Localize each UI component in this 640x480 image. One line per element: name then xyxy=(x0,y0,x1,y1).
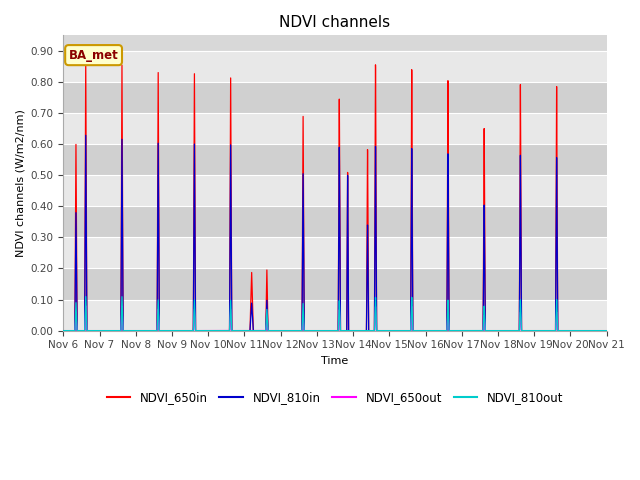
Bar xyxy=(63,113,607,144)
Text: BA_met: BA_met xyxy=(68,48,118,61)
Bar xyxy=(63,300,607,331)
Title: NDVI channels: NDVI channels xyxy=(280,15,390,30)
Bar xyxy=(63,51,607,82)
Bar xyxy=(63,82,607,113)
X-axis label: Time: Time xyxy=(321,356,349,366)
Bar xyxy=(63,144,607,175)
Bar xyxy=(63,268,607,300)
Bar xyxy=(63,206,607,238)
Bar xyxy=(63,175,607,206)
Y-axis label: NDVI channels (W/m2/nm): NDVI channels (W/m2/nm) xyxy=(15,109,25,257)
Bar xyxy=(63,238,607,268)
Legend: NDVI_650in, NDVI_810in, NDVI_650out, NDVI_810out: NDVI_650in, NDVI_810in, NDVI_650out, NDV… xyxy=(102,387,568,409)
